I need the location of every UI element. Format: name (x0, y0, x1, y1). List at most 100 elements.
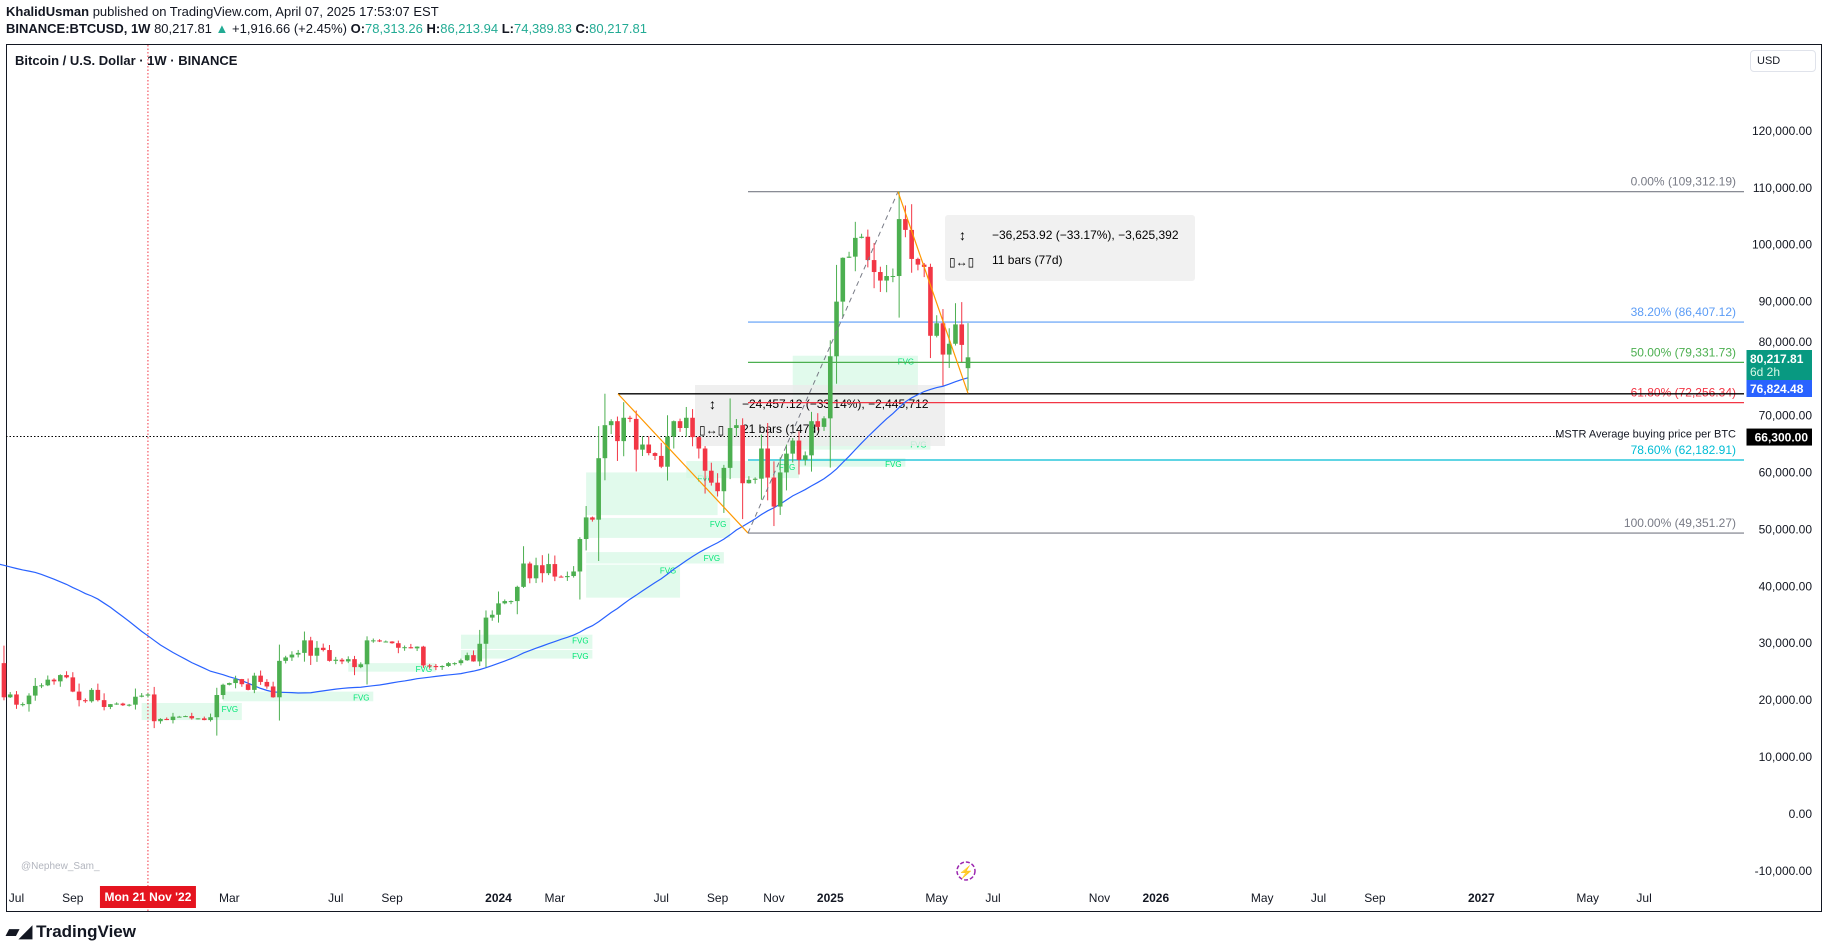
candle-body (878, 272, 883, 281)
x-tick-label: Jul (654, 891, 669, 905)
candle-body (571, 571, 576, 577)
candle-body (51, 679, 57, 682)
y-tick-label: 40,000.00 (1759, 579, 1813, 593)
measure-bars-text: 11 bars (77d) (992, 253, 1062, 267)
candle-body (95, 689, 101, 701)
candle-body (827, 356, 833, 419)
publish-info: KhalidUsman published on TradingView.com… (6, 4, 439, 19)
candle-body (358, 664, 364, 668)
x-tick-label: 2024 (485, 891, 512, 905)
candle-body (602, 425, 608, 459)
fvg-label: FVG (660, 567, 676, 576)
candle-body (289, 654, 295, 658)
candle-body (32, 685, 38, 696)
candle-body (646, 444, 652, 454)
candle-body (396, 643, 401, 648)
candle-body (233, 679, 238, 684)
candle-body (784, 453, 789, 473)
low: 74,389.83 (513, 21, 572, 36)
candle-body (295, 652, 301, 655)
fvg-zone (586, 472, 718, 516)
tradingview-logo[interactable]: ▰◢ TradingView (6, 922, 136, 942)
fib-level-label: 100.00% (49,351.27) (1624, 516, 1736, 530)
candle-body (596, 458, 601, 520)
candle-body (383, 641, 389, 643)
trend-line-dashed (747, 191, 899, 534)
horizontal-measure-icon: ▯↔▯ (699, 423, 724, 437)
y-tick-label: 90,000.00 (1759, 295, 1813, 309)
y-tick-label: 120,000.00 (1752, 124, 1812, 138)
candle-body (108, 704, 113, 707)
fvg-zone (223, 691, 374, 702)
candle-body (677, 421, 683, 429)
candle-body (145, 694, 151, 696)
countdown-text: 6d 2h (1750, 365, 1780, 379)
candle-body (496, 603, 501, 615)
candle-body (865, 236, 871, 261)
candle-body (89, 689, 94, 702)
candle-body (734, 425, 739, 429)
candle-body (70, 677, 76, 692)
candle-body (277, 660, 282, 698)
moving-average-line (0, 377, 969, 694)
ma-price-text: 76,824.48 (1750, 382, 1804, 396)
o-label: O: (350, 21, 366, 36)
lightning-icon (956, 861, 976, 881)
candle-body (489, 614, 495, 618)
x-tick-label: Jul (1636, 891, 1651, 905)
y-tick-label: 30,000.00 (1759, 636, 1813, 650)
candle-body (26, 695, 32, 705)
candle-body (840, 257, 846, 302)
candle-body (934, 323, 939, 336)
candle-body (258, 675, 263, 682)
high: 86,213.94 (440, 21, 499, 36)
y-tick-label: 70,000.00 (1759, 408, 1813, 422)
candle-body (58, 675, 63, 682)
candle-body (615, 421, 620, 442)
candle-body (252, 675, 257, 690)
candle-body (421, 646, 426, 666)
fvg-label: FVG (222, 705, 238, 714)
candle-body (458, 660, 464, 664)
y-tick-label: 0.00 (1789, 807, 1813, 821)
candle-body (101, 700, 107, 707)
x-tick-label: Jul (985, 891, 1000, 905)
x-tick-label: Jul (1311, 891, 1326, 905)
ohlc-legend: BINANCE:BTCUSD, 1W 80,217.81 ▲ +1,916.66… (6, 21, 647, 36)
candle-body (414, 646, 420, 649)
candle-body (114, 703, 119, 705)
publish-date: published on TradingView.com, April 07, … (92, 4, 439, 19)
y-tick-label: -10,000.00 (1755, 864, 1813, 878)
candle-body (859, 236, 864, 238)
candle-body (684, 417, 689, 429)
candle-body (521, 563, 526, 587)
y-tick-label: 20,000.00 (1759, 693, 1813, 707)
candle-body (759, 448, 764, 479)
candle-body (696, 437, 702, 449)
mstr-price-text: 66,300.00 (1755, 431, 1809, 445)
author[interactable]: KhalidUsman (6, 4, 90, 19)
candle-body (946, 343, 952, 355)
candle-body (333, 659, 339, 661)
candle-body (809, 421, 814, 456)
candle-body (314, 647, 320, 656)
candle-body (533, 565, 539, 579)
y-tick-label: 10,000.00 (1759, 750, 1813, 764)
candle-body (709, 470, 714, 483)
candle-body (195, 718, 201, 720)
candle-body (345, 659, 351, 662)
chart-frame[interactable] (6, 44, 1822, 912)
currency-button[interactable]: USD (1750, 50, 1816, 72)
candle-body (270, 686, 276, 698)
fvg-label: FVG (885, 460, 901, 469)
mstr-label: MSTR Average buying price per BTC (1555, 429, 1736, 441)
candle-body (909, 229, 914, 259)
candle-body (239, 679, 245, 685)
up-triangle-icon: ▲ (215, 21, 229, 36)
fib-level-label: 0.00% (109,312.19) (1631, 175, 1736, 189)
last-price-text: 80,217.81 (1750, 352, 1804, 366)
candle-body (158, 718, 163, 722)
mstr-price-tag (1746, 428, 1812, 446)
candle-body (540, 565, 545, 574)
